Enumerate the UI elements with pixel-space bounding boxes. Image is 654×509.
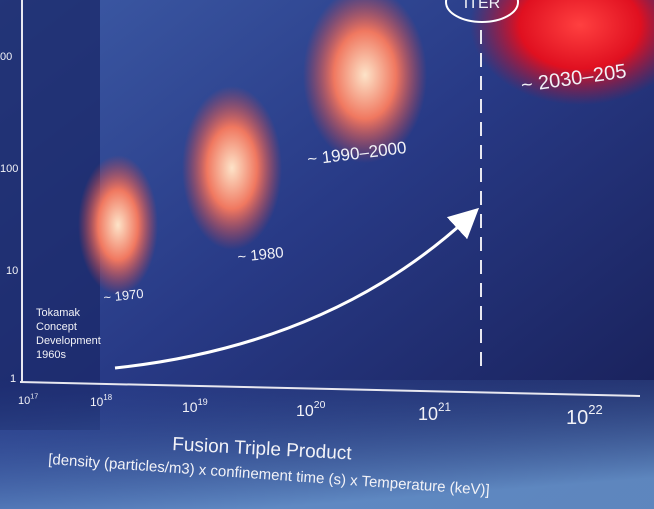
tick-exponent: 19 xyxy=(198,397,208,407)
tick-exponent: 18 xyxy=(103,393,112,402)
note-line: Tokamak xyxy=(36,307,81,319)
y-tick-label: 00 xyxy=(0,51,12,63)
iter-label: ITER xyxy=(464,0,500,12)
tick-base: 10 xyxy=(418,404,438,424)
tick-exponent: 22 xyxy=(588,402,602,417)
illustration: ITER 00 100 10 1 ~ 1970 ~ 1980 ~ 1990–20… xyxy=(0,0,654,509)
y-tick-label: 1 xyxy=(10,373,16,385)
tick-base: 10 xyxy=(296,403,314,420)
tick-exponent: 17 xyxy=(30,393,38,401)
tick-exponent: 20 xyxy=(314,400,326,411)
tick-base: 10 xyxy=(18,395,30,407)
y-tick-label: 10 xyxy=(6,265,18,277)
blob-1980 xyxy=(182,86,282,250)
tick-exponent: 21 xyxy=(438,401,451,414)
note-line: Concept xyxy=(36,321,77,333)
tick-base: 10 xyxy=(566,407,588,429)
note-line: 1960s xyxy=(36,349,66,361)
tick-base: 10 xyxy=(182,399,198,415)
tick-base: 10 xyxy=(90,395,104,409)
y-tick-label: 100 xyxy=(0,163,18,175)
note-line: Development xyxy=(36,335,101,347)
blob-1970 xyxy=(78,155,158,295)
